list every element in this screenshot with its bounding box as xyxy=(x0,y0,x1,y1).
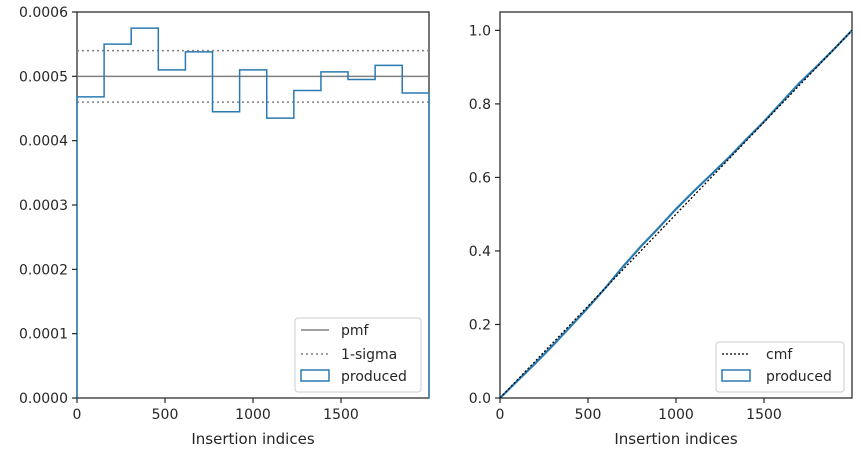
histogram-legend-box xyxy=(294,317,422,393)
cumulative-y-tick-label: 0.4 xyxy=(469,244,491,260)
histogram-legend: pmf 1-sigma produced xyxy=(294,317,422,393)
legend-produced-label: produced xyxy=(341,369,407,385)
cumulative-x-ticks: 0 500 1000 1500 0.0 0.2 0.4 0.6 0.8 1.0 xyxy=(469,23,782,423)
histogram-y-tick-label: 0.0000 xyxy=(19,391,68,407)
histogram-x-tick-label: 1500 xyxy=(323,407,359,423)
histogram-y-tick-label: 0.0002 xyxy=(19,262,68,278)
histogram-y-tick-label: 0.0001 xyxy=(19,327,68,343)
legend-pmf-label: pmf xyxy=(341,323,370,339)
cumulative-plot-frame xyxy=(499,11,853,399)
legend-sigma-label: 1-sigma xyxy=(341,347,397,363)
cumulative-y-tick-label: 0.2 xyxy=(469,317,491,333)
legend-cmf-label: cmf xyxy=(766,347,793,363)
cumulative-y-tick-label: 0.0 xyxy=(469,391,491,407)
cumulative-legend: cmf produced xyxy=(715,341,845,393)
cumulative-panel: 0 500 1000 1500 0.0 0.2 0.4 0.6 0.8 1.0 Insertion… xyxy=(469,11,853,448)
histogram-x-tick-label: 500 xyxy=(152,407,179,423)
cumulative-y-tick-label: 1.0 xyxy=(469,23,491,39)
histogram-panel: 0 500 1000 1500 0.0000 0.0001 0.0002 0.0003 0.00… xyxy=(19,5,430,448)
cumulative-x-tick-label: 1000 xyxy=(658,407,694,423)
histogram-x-axis-label: Insertion indices xyxy=(191,430,314,448)
histogram-y-tick-label: 0.0005 xyxy=(19,69,68,85)
histogram-x-ticks: 0 500 1000 1500 0.0000 0.0001 0.0002 0.0003 0.00… xyxy=(19,5,359,423)
cumulative-y-tick-label: 0.6 xyxy=(469,170,491,186)
histogram-x-tick-label: 0 xyxy=(73,407,82,423)
histogram-y-tick-label: 0.0003 xyxy=(19,198,68,214)
histogram-y-tick-label: 0.0006 xyxy=(19,5,68,21)
produced-cumulative-line xyxy=(499,29,853,399)
cumulative-x-tick-label: 500 xyxy=(575,407,602,423)
legend-produced-label: produced xyxy=(766,369,832,385)
legend-produced-swatch xyxy=(300,369,330,382)
produced-histogram-step xyxy=(76,27,430,398)
cumulative-x-tick-label: 1500 xyxy=(746,407,782,423)
histogram-y-tick-label: 0.0004 xyxy=(19,134,68,150)
histogram-x-tick-label: 1000 xyxy=(235,407,271,423)
cmf-line xyxy=(499,29,853,399)
cumulative-x-axis-label: Insertion indices xyxy=(614,430,737,448)
cumulative-x-tick-label: 0 xyxy=(496,407,505,423)
cumulative-y-tick-label: 0.8 xyxy=(469,97,491,113)
legend-produced-swatch xyxy=(721,369,751,382)
